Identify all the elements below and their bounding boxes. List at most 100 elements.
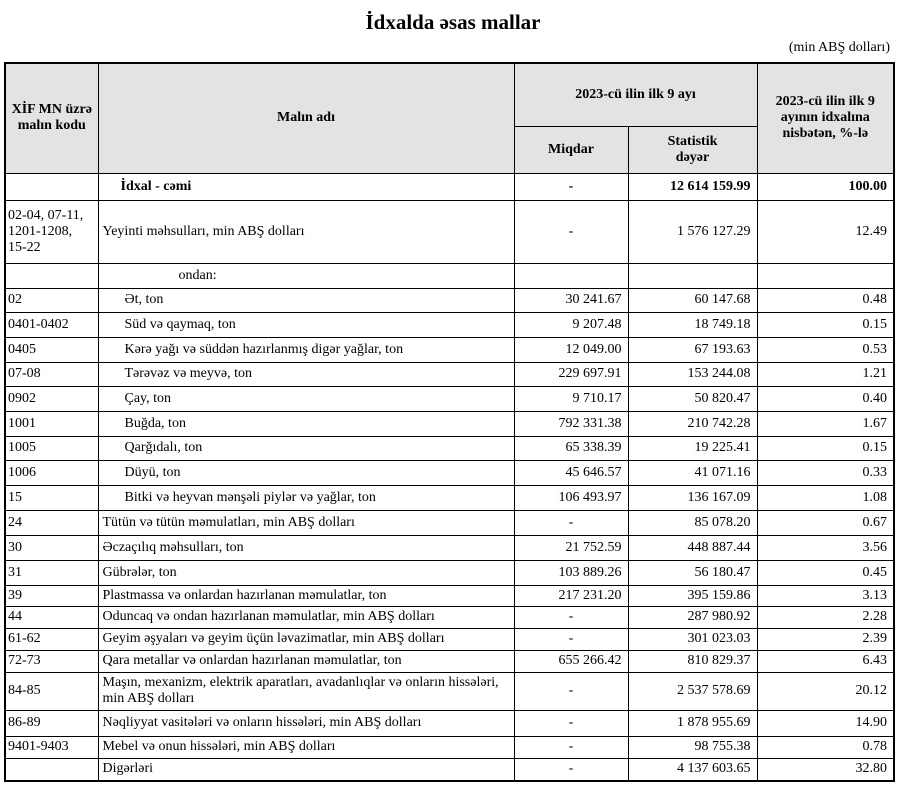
value: 810 829.37 (627, 649, 758, 673)
share: 20.12 (756, 671, 895, 711)
table-row: 0401-0402 Süd və qaymaq, ton 9 207.48 18 74… (4, 312, 895, 338)
value: 1 576 127.29 (627, 199, 758, 264)
share: 0.33 (756, 460, 895, 486)
quantity: - (513, 735, 629, 759)
header-period: 2023-cü ilin ilk 9 ayı (513, 62, 758, 127)
value: 67 193.63 (627, 336, 758, 363)
name: Süd və qaymaq, ton (97, 312, 515, 338)
name: Maşın, mexanizm, elektrik aparatları, av… (97, 671, 515, 711)
value: 85 078.20 (627, 509, 758, 536)
share: 0.53 (756, 336, 895, 363)
table-row: 1001 Buğda, ton 792 331.38 210 742.28 1.67 (4, 410, 895, 437)
empty-cell (756, 262, 895, 289)
value: 1 878 955.69 (627, 709, 758, 737)
quantity: 792 331.38 (513, 410, 629, 437)
food-row: 02-04, 07-11, 1201-1208, 15-22 Yeyinti m… (4, 199, 895, 264)
empty-cell (4, 262, 99, 289)
code (4, 172, 99, 201)
unit-note: (min ABŞ dolları) (788, 40, 890, 55)
name: Kərə yağı və süddən hazırlanmış digər ya… (97, 336, 515, 363)
code (4, 757, 99, 782)
quantity: 9 710.17 (513, 386, 629, 412)
table-row: 02 Ət, ton 30 241.67 60 147.68 0.48 (4, 287, 895, 314)
value: 56 180.47 (627, 559, 758, 586)
code: 39 (4, 584, 99, 607)
quantity: - (513, 509, 629, 536)
name: Düyü, ton (97, 460, 515, 486)
value: 301 023.03 (627, 627, 758, 651)
header-value: Statistik dəyər (627, 125, 758, 174)
quantity: - (513, 671, 629, 711)
code: 86-89 (4, 709, 99, 737)
table-row: 31 Gübrələr, ton 103 889.26 56 180.47 0.45 (4, 559, 895, 586)
value: 12 614 159.99 (627, 172, 758, 201)
name: Digərləri (97, 757, 515, 782)
empty-cell (627, 262, 758, 289)
value: 136 167.09 (627, 485, 758, 511)
name: Qarğıdalı, ton (97, 435, 515, 462)
name: İdxal - cəmi (97, 172, 515, 201)
name: Buğda, ton (97, 410, 515, 437)
quantity: 229 697.91 (513, 361, 629, 388)
quantity: 103 889.26 (513, 559, 629, 586)
share: 0.40 (756, 386, 895, 412)
table-row: 72-73 Qara metallar və onlardan hazırlana… (4, 649, 895, 673)
table-row: 1005 Qarğıdalı, ton 65 338.39 19 225.41 0.15 (4, 435, 895, 462)
share: 3.56 (756, 534, 895, 561)
header-code: XİF MN üzrə malın kodu (4, 62, 99, 174)
value: 18 749.18 (627, 312, 758, 338)
quantity: 12 049.00 (513, 336, 629, 363)
name: Oduncaq və ondan hazırlanan məmulatlar, … (97, 605, 515, 629)
value: 41 071.16 (627, 460, 758, 486)
value: 448 887.44 (627, 534, 758, 561)
code: 30 (4, 534, 99, 561)
name: Bitki və heyvan mənşəli piylər və yağlar… (97, 485, 515, 511)
table-row: 1006 Düyü, ton 45 646.57 41 071.16 0.33 (4, 460, 895, 486)
imports-table: XİF MN üzrə malın kodu Malın adı 2023-cü… (4, 62, 896, 783)
name: Gübrələr, ton (97, 559, 515, 586)
share: 2.28 (756, 605, 895, 629)
code: 61-62 (4, 627, 99, 651)
table-row: 30 Əczaçılıq məhsulları, ton 21 752.59 448 … (4, 534, 895, 561)
share: 0.48 (756, 287, 895, 314)
share: 32.80 (756, 757, 895, 782)
share: 0.15 (756, 312, 895, 338)
table-row: 0902 Çay, ton 9 710.17 50 820.47 0.40 (4, 386, 895, 412)
value: 4 137 603.65 (627, 757, 758, 782)
code: 0401-0402 (4, 312, 99, 338)
table-row: 44 Oduncaq və ondan hazırlanan məmulatlar… (4, 605, 895, 629)
name: Mebel və onun hissələri, min ABŞ dolları (97, 735, 515, 759)
name: Plastmassa və onlardan hazırlanan məmula… (97, 584, 515, 607)
value: 210 742.28 (627, 410, 758, 437)
quantity: - (513, 627, 629, 651)
quantity: 65 338.39 (513, 435, 629, 462)
share: 6.43 (756, 649, 895, 673)
quantity: - (513, 605, 629, 629)
share: 3.13 (756, 584, 895, 607)
code: 1006 (4, 460, 99, 486)
table-row: 0405 Kərə yağı və süddən hazırlanmış digə… (4, 336, 895, 363)
value: 50 820.47 (627, 386, 758, 412)
name: Ət, ton (97, 287, 515, 314)
code: 1001 (4, 410, 99, 437)
code: 15 (4, 485, 99, 511)
quantity: - (513, 709, 629, 737)
quantity: - (513, 199, 629, 264)
code: 0902 (4, 386, 99, 412)
share: 12.49 (756, 199, 895, 264)
table-row: 07-08 Tərəvəz və meyvə, ton 229 697.91 153 … (4, 361, 895, 388)
share: 1.67 (756, 410, 895, 437)
share: 0.78 (756, 735, 895, 759)
quantity: 21 752.59 (513, 534, 629, 561)
code: 24 (4, 509, 99, 536)
share: 0.67 (756, 509, 895, 536)
share: 0.45 (756, 559, 895, 586)
share: 100.00 (756, 172, 895, 201)
quantity: 45 646.57 (513, 460, 629, 486)
name: Qara metallar və onlardan hazırlanan məm… (97, 649, 515, 673)
header-quantity: Miqdar (513, 125, 629, 174)
quantity: 655 266.42 (513, 649, 629, 673)
quantity: - (513, 757, 629, 782)
quantity: 217 231.20 (513, 584, 629, 607)
empty-cell (513, 262, 629, 289)
